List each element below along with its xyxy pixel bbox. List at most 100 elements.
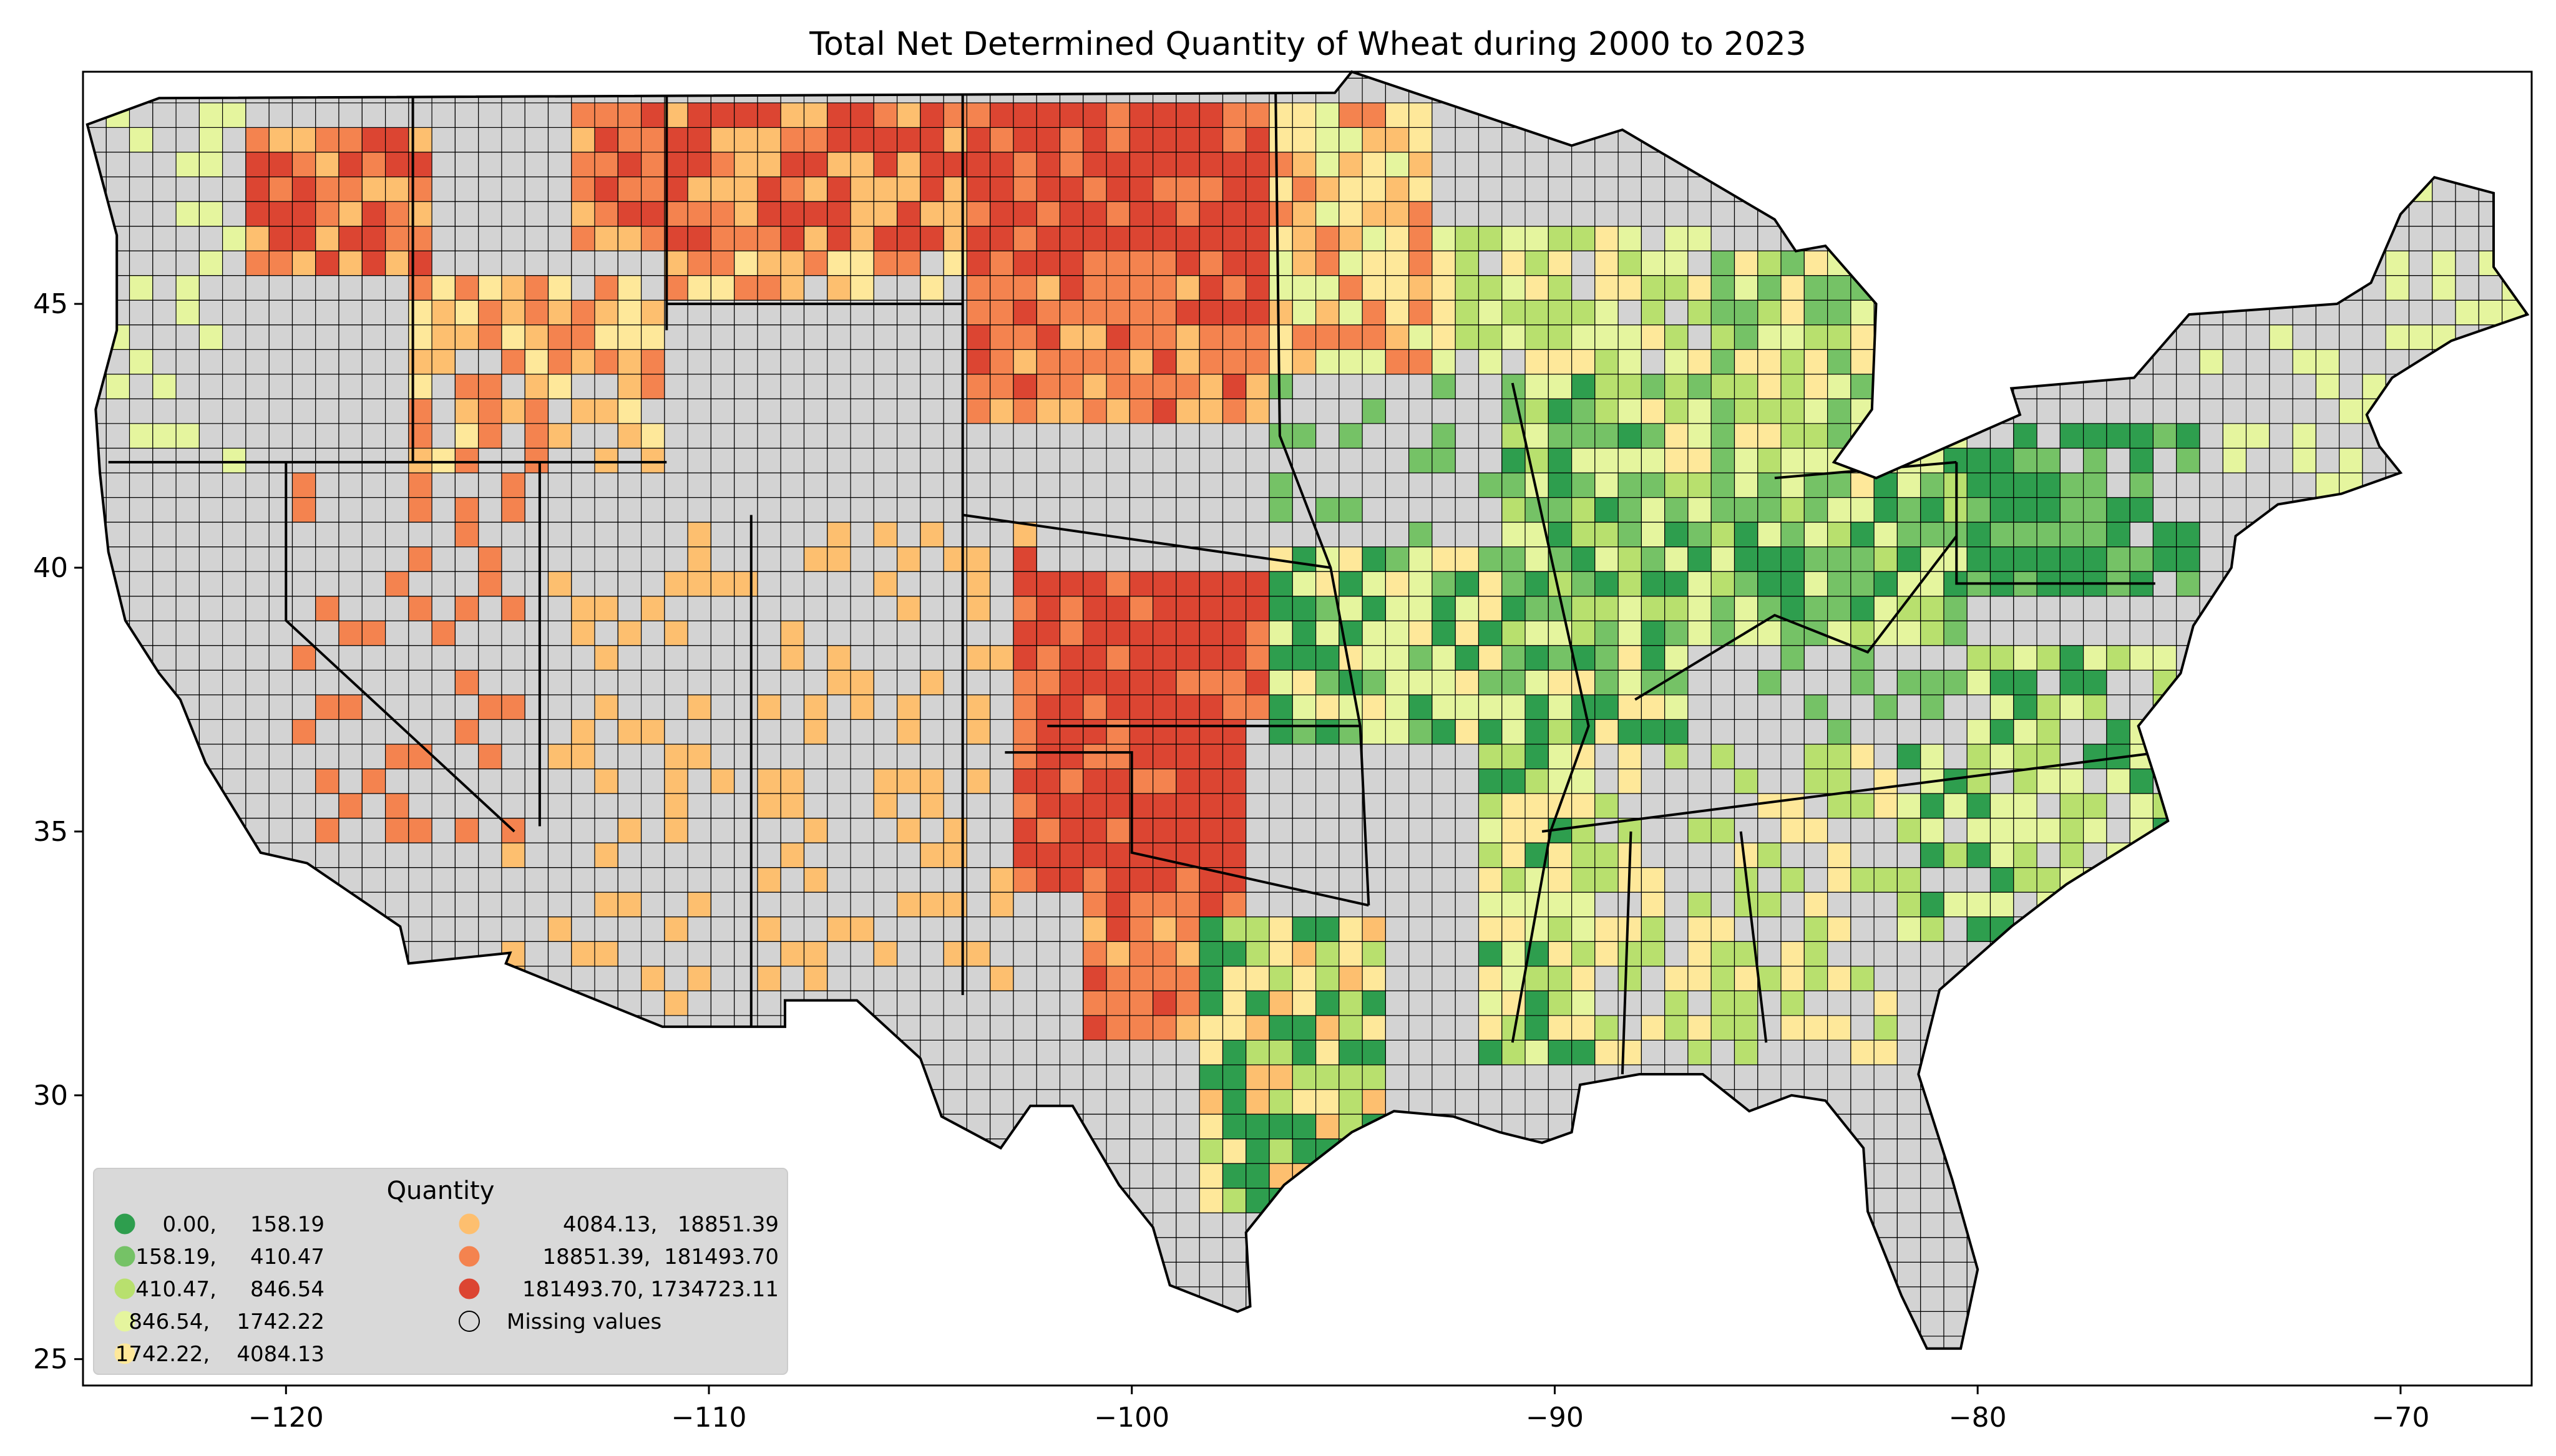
county-cell: [547, 916, 572, 942]
county-cell: [780, 77, 805, 104]
county-cell: [384, 1138, 409, 1164]
county-cell: [501, 1114, 525, 1140]
county-cell: [594, 226, 618, 251]
county-cell: [757, 941, 781, 967]
county-cell: [850, 102, 874, 128]
county-cell: [1804, 1361, 1827, 1386]
county-cell: [1734, 398, 1758, 424]
county-cell: [152, 201, 177, 227]
county-cell: [804, 1361, 827, 1386]
county-cell: [1966, 966, 1991, 991]
county-cell: [501, 645, 525, 671]
county-cell: [896, 645, 921, 671]
county-cell: [1827, 127, 1851, 153]
county-cell: [1292, 842, 1317, 868]
county-cell: [361, 1015, 386, 1041]
county-cell: [1524, 1237, 1549, 1263]
county-cell: [175, 546, 200, 572]
county-cell: [780, 842, 805, 868]
county-cell: [1873, 966, 1898, 991]
county-cell: [920, 1311, 944, 1337]
county-cell: [1966, 226, 1991, 251]
county-cell: [617, 966, 642, 991]
county-cell: [1478, 1336, 1503, 1349]
county-cell: [1873, 891, 1898, 918]
county-cell: [222, 77, 246, 104]
county-cell: [524, 472, 549, 498]
county-cell: [571, 916, 595, 942]
county-cell: [1735, 1361, 1758, 1386]
county-cell: [1269, 941, 1293, 967]
county-cell: [1548, 152, 1573, 178]
county-cell: [2152, 1114, 2177, 1140]
county-cell: [222, 522, 246, 548]
county-cell: [687, 719, 711, 745]
county-cell: [501, 472, 525, 498]
county-cell: [1873, 571, 1898, 597]
county-cell: [87, 1064, 107, 1090]
county-cell: [757, 423, 781, 449]
county-cell: [1641, 620, 1666, 646]
county-cell: [2106, 152, 2130, 178]
county-cell: [1408, 1039, 1433, 1065]
county-cell: [850, 571, 874, 597]
county-cell: [1013, 1188, 1037, 1213]
county-cell: [1269, 645, 1293, 671]
county-cell: [920, 398, 944, 424]
county-cell: [1199, 817, 1224, 843]
county-cell: [1617, 941, 1642, 967]
county-cell: [1850, 620, 1875, 646]
county-cell: [478, 102, 502, 128]
county-cell: [2199, 990, 2223, 1016]
county-cell: [129, 1015, 154, 1041]
county-cell: [2106, 1212, 2130, 1238]
county-cell: [827, 1336, 851, 1349]
county-cell: [803, 349, 828, 375]
county-cell: [2222, 1015, 2247, 1041]
county-cell: [1315, 472, 1340, 498]
county-cell: [757, 472, 781, 498]
county-cell: [1246, 102, 1270, 128]
county-cell: [1269, 1015, 1293, 1041]
county-cell: [1803, 522, 1828, 548]
county-cell: [710, 793, 735, 819]
county-cell: [547, 72, 572, 79]
county-cell: [1385, 990, 1410, 1016]
county-cell: [1083, 201, 1107, 227]
county-cell: [1943, 1237, 1968, 1263]
county-cell: [1524, 201, 1549, 227]
county-cell: [1943, 275, 1968, 301]
county-cell: [2083, 1188, 2107, 1213]
county-cell: [291, 1138, 316, 1164]
county-cell: [129, 349, 154, 375]
county-cell: [1827, 1039, 1851, 1065]
county-cell: [1710, 324, 1735, 350]
county-cell: [454, 102, 479, 128]
county-cell: [780, 374, 805, 399]
county-cell: [2199, 1311, 2223, 1337]
county-cell: [617, 596, 642, 621]
county-cell: [198, 1064, 223, 1090]
county-cell: [1734, 1311, 1758, 1337]
county-cell: [1827, 1015, 1851, 1041]
county-cell: [454, 522, 479, 548]
county-cell: [710, 1089, 735, 1115]
county-cell: [1664, 1188, 1689, 1213]
county-cell: [873, 275, 898, 301]
county-cell: [990, 966, 1014, 991]
county-cell: [2152, 77, 2177, 104]
county-cell: [315, 497, 339, 523]
county-cell: [2036, 250, 2061, 276]
county-cell: [873, 1064, 898, 1090]
county-cell: [315, 374, 339, 399]
county-cell: [1548, 349, 1573, 375]
county-cell: [87, 669, 107, 696]
county-cell: [1571, 497, 1596, 523]
county-cell: [990, 1138, 1014, 1164]
county-cell: [1850, 1039, 1875, 1065]
county-cell: [2199, 1138, 2223, 1164]
county-cell: [1664, 102, 1689, 128]
county-cell: [687, 596, 711, 621]
county-cell: [501, 694, 525, 721]
county-cell: [803, 447, 828, 473]
